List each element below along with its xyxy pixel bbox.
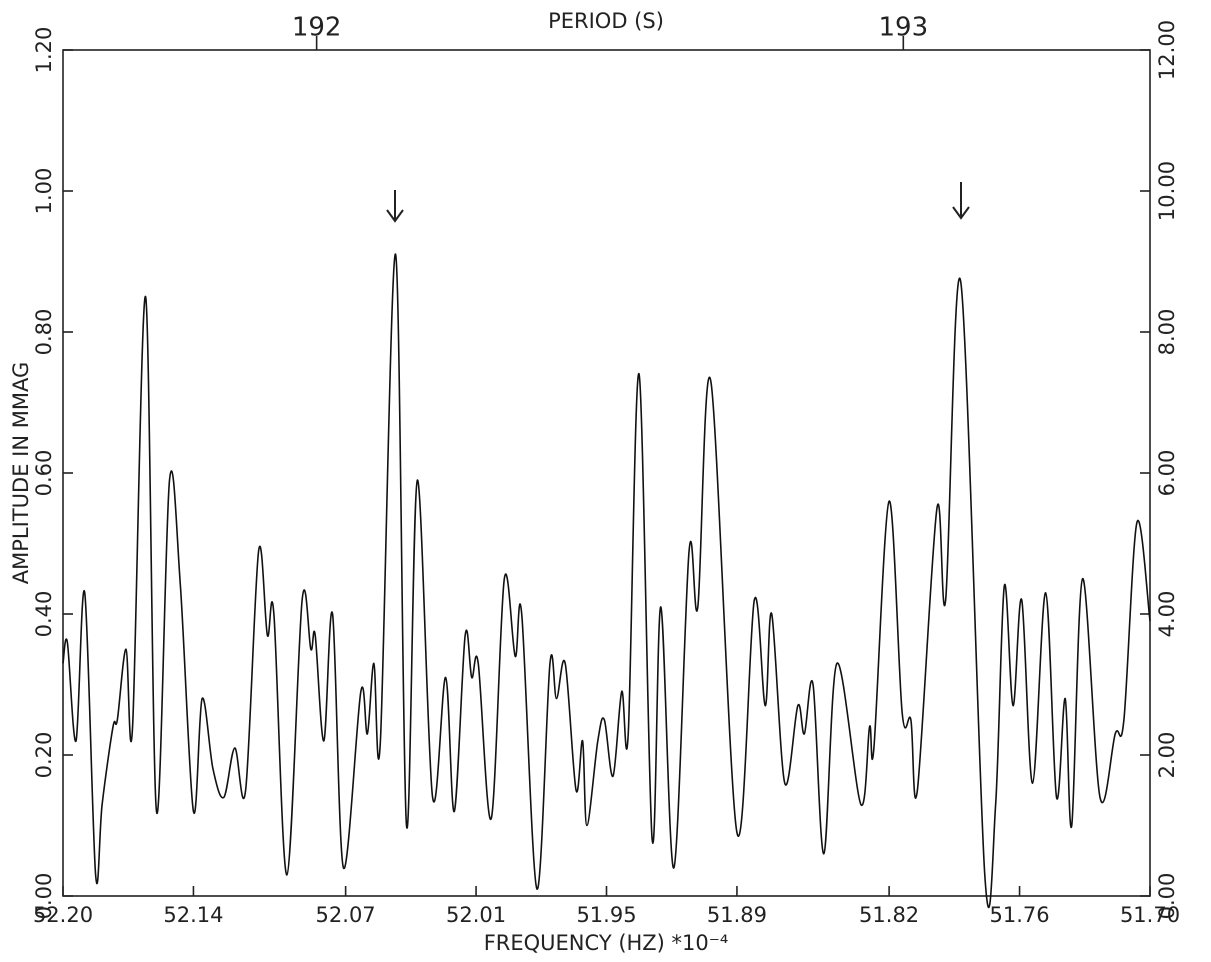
y-tick-label: 1.00 (32, 168, 56, 215)
y-tick-label: 0.20 (32, 732, 56, 779)
annotation-arrow (952, 182, 970, 220)
x2-axis-label: PERIOD (S) (548, 9, 664, 33)
annotation-arrow (386, 190, 404, 223)
x-tick-label: 51.82 (859, 903, 919, 927)
y-tick-label: 1.20 (32, 27, 56, 74)
y2-tick-label: 10.00 (1155, 161, 1179, 221)
y2-tick-label: 8.00 (1155, 309, 1179, 356)
y2-tick-label: 4.00 (1155, 591, 1179, 638)
x-tick-label: 51.76 (989, 903, 1049, 927)
amplitude-line (62, 253, 1151, 909)
y2-tick-label: 0.00 (1155, 873, 1179, 920)
x-tick-label: 51.70 (1120, 903, 1180, 927)
plot-frame (62, 49, 1151, 897)
x2-tick-label: 192 (292, 13, 342, 43)
y2-tick-label: 2.00 (1155, 732, 1179, 779)
x-tick-label: 52.07 (316, 903, 376, 927)
y2-tick-label: 12.00 (1155, 20, 1179, 80)
x-tick-label: 51.95 (576, 903, 636, 927)
x-tick-label: 52.20 (33, 903, 93, 927)
y-tick-label: 0.40 (32, 591, 56, 638)
y-tick-label: 0.60 (32, 450, 56, 497)
x-tick-label: 52.14 (163, 903, 223, 927)
y2-tick-label: 6.00 (1155, 450, 1179, 497)
y-axis-label: AMPLITUDE IN MMAG (9, 362, 33, 584)
x-tick-label: 51.89 (707, 903, 767, 927)
y-tick-label: 0.00 (32, 873, 56, 920)
x-tick-label: 52.01 (446, 903, 506, 927)
x-axis-label: FREQUENCY (HZ) *10⁻⁴ (484, 931, 729, 955)
x2-tick-label: 193 (878, 13, 928, 43)
y-tick-label: 0.80 (32, 309, 56, 356)
